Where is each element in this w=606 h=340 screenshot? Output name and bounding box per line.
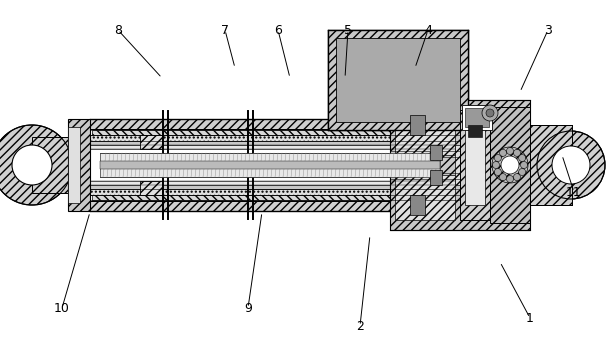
Text: 6: 6 [274,23,282,36]
Bar [92,195,447,200]
Circle shape [12,145,52,185]
Bar [460,115,480,145]
Circle shape [507,175,513,183]
Circle shape [493,162,499,169]
Bar [90,189,450,195]
Circle shape [507,148,513,154]
Circle shape [482,105,498,121]
Text: 1: 1 [526,311,534,324]
Bar [140,181,162,195]
Bar [32,137,70,193]
Bar [100,161,440,169]
Text: 4: 4 [424,23,432,36]
Bar [390,100,530,230]
Bar [336,38,460,122]
Circle shape [552,146,590,184]
Bar [90,185,450,189]
Bar [460,110,490,220]
Circle shape [519,154,525,162]
Circle shape [537,131,605,199]
Bar [90,145,450,149]
Bar [462,105,492,130]
Bar [100,153,440,177]
Bar [140,135,162,149]
Circle shape [521,162,527,169]
Text: 8: 8 [114,23,122,36]
Bar [90,135,450,141]
Circle shape [486,109,494,117]
Bar [430,145,442,160]
Circle shape [513,174,521,181]
Bar [490,107,530,223]
Bar [455,145,480,185]
Text: 5: 5 [344,23,352,36]
Bar [90,201,462,211]
Circle shape [499,174,507,181]
Bar [430,170,442,185]
Bar [465,125,485,205]
Circle shape [494,154,501,162]
Text: 7: 7 [221,23,229,36]
Bar [530,125,572,205]
Bar [68,119,90,211]
Bar [465,108,489,127]
Bar [410,115,425,135]
Bar [68,127,80,203]
Circle shape [501,156,519,174]
Bar [90,141,450,145]
Circle shape [494,169,501,175]
Circle shape [0,125,72,205]
Bar [328,30,468,130]
Bar [90,119,462,129]
Bar [92,130,447,135]
Bar [90,181,450,185]
Circle shape [513,149,521,156]
Text: 9: 9 [244,302,252,314]
Circle shape [519,169,525,175]
Bar [468,125,482,137]
Text: 3: 3 [544,23,552,36]
Text: 10: 10 [54,302,70,314]
Bar [410,195,425,215]
Bar [395,175,455,220]
Bar [395,110,455,155]
Text: 2: 2 [356,320,364,333]
Circle shape [499,149,507,156]
Text: 11: 11 [566,186,582,199]
